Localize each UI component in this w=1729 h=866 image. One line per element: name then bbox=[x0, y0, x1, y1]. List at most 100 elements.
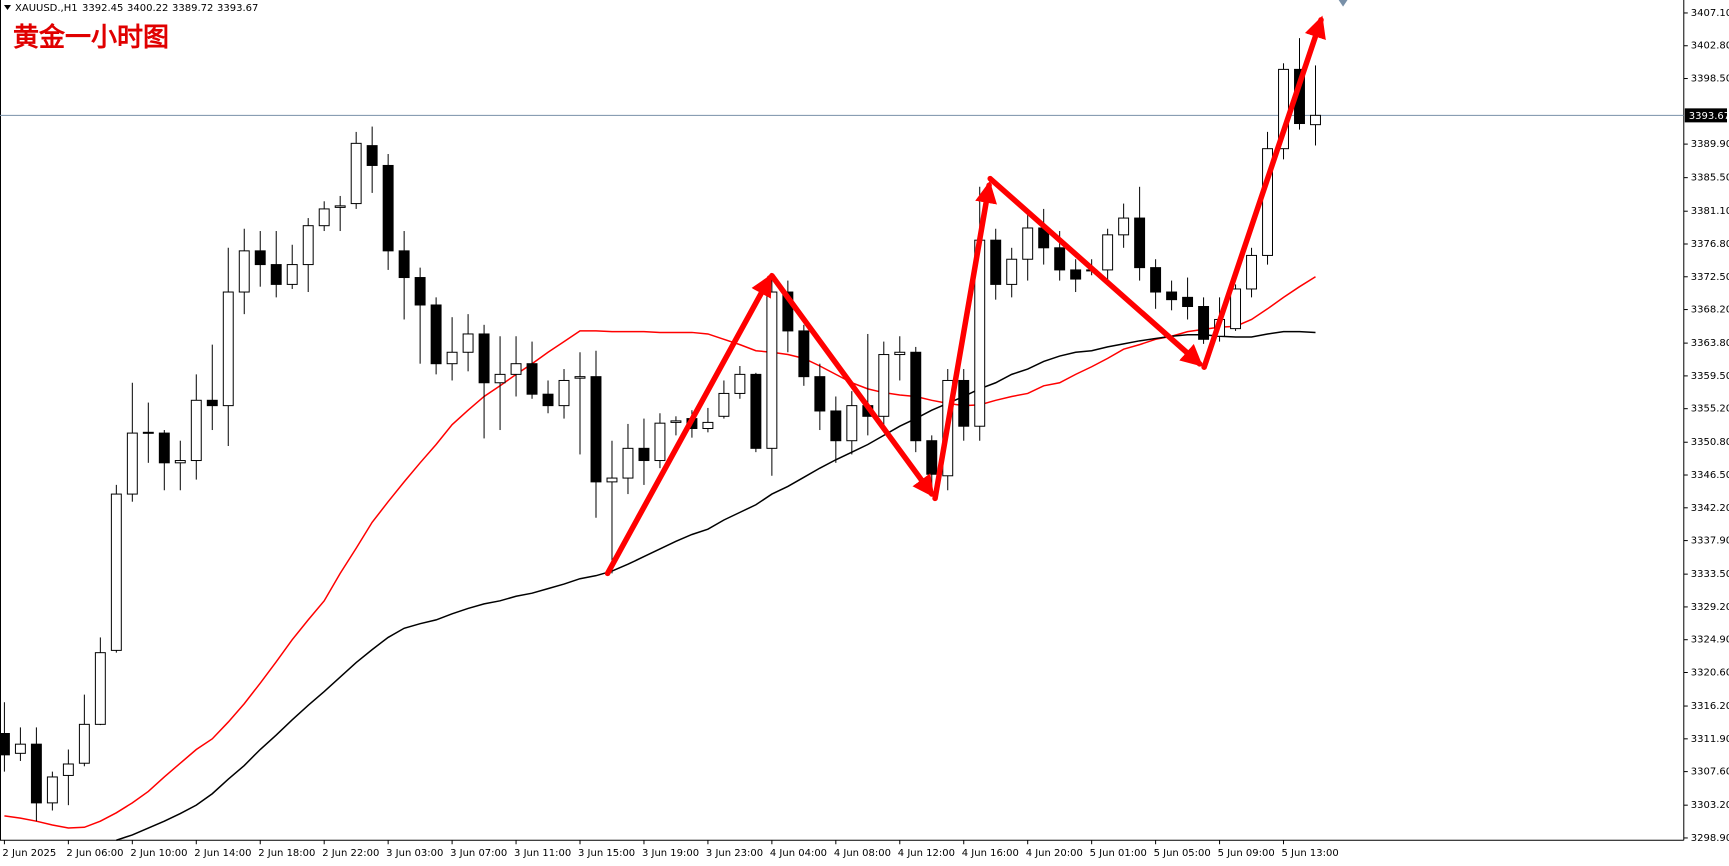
ohlc-open: 3392.45 bbox=[82, 3, 123, 14]
candle-body bbox=[318, 208, 330, 227]
candle-body bbox=[558, 379, 570, 407]
x-tick-label: 3 Jun 07:00 bbox=[450, 848, 507, 859]
candle-body bbox=[846, 405, 858, 442]
x-tick-label: 5 Jun 09:00 bbox=[1218, 848, 1275, 859]
x-tick-label: 2 Jun 22:00 bbox=[322, 848, 379, 859]
candle-body bbox=[254, 250, 266, 266]
candle-body bbox=[590, 376, 602, 483]
candle-body bbox=[94, 652, 106, 725]
ohlc-low: 3389.72 bbox=[172, 3, 213, 14]
ohlc-high: 3400.22 bbox=[127, 3, 168, 14]
candle-body bbox=[302, 225, 314, 266]
x-tick-label: 4 Jun 12:00 bbox=[898, 848, 955, 859]
candle-body bbox=[398, 250, 410, 279]
candle-body bbox=[158, 432, 170, 464]
candle-body bbox=[14, 743, 26, 754]
arrow bbox=[1201, 15, 1326, 370]
candle-body bbox=[1310, 114, 1321, 126]
candle-body bbox=[350, 142, 362, 205]
candle-body bbox=[1006, 258, 1018, 285]
candle-body bbox=[718, 392, 730, 417]
candle-body bbox=[206, 399, 218, 407]
y-tick-label: 3337.90 bbox=[1691, 536, 1729, 547]
y-tick-label: 3329.20 bbox=[1691, 602, 1729, 613]
x-tick-label: 3 Jun 11:00 bbox=[514, 848, 571, 859]
y-tick-label: 3368.20 bbox=[1691, 305, 1729, 316]
candle-body bbox=[1246, 254, 1258, 290]
x-tick-label: 5 Jun 01:00 bbox=[1090, 848, 1147, 859]
candle-body bbox=[478, 333, 490, 384]
x-tick-label: 4 Jun 20:00 bbox=[1026, 848, 1083, 859]
y-tick-label: 3342.20 bbox=[1691, 503, 1729, 514]
moving-average bbox=[4, 276, 1316, 829]
candle-body bbox=[270, 264, 282, 285]
candle-body bbox=[494, 373, 506, 384]
candle-body bbox=[446, 351, 458, 365]
y-tick-label: 3363.80 bbox=[1691, 338, 1729, 349]
candle-body bbox=[638, 447, 650, 462]
y-tick-label: 3346.50 bbox=[1691, 470, 1729, 481]
candle-body bbox=[0, 732, 10, 756]
symbol: XAUUSD.,H1 bbox=[15, 3, 78, 14]
x-tick-label: 4 Jun 08:00 bbox=[834, 848, 891, 859]
y-tick-label: 3381.10 bbox=[1691, 206, 1729, 217]
y-tick-label: 3311.90 bbox=[1691, 734, 1729, 745]
candle-body bbox=[238, 250, 250, 293]
moving-average bbox=[116, 330, 1316, 841]
candle-body bbox=[1102, 234, 1114, 271]
candle-body bbox=[222, 291, 234, 407]
x-tick-label: 5 Jun 05:00 bbox=[1154, 848, 1211, 859]
candle-body bbox=[78, 723, 90, 764]
price-label: 3393.67 bbox=[1689, 111, 1729, 122]
candle-body bbox=[766, 291, 778, 449]
candle-body bbox=[622, 447, 634, 479]
ohlc-close: 3393.67 bbox=[217, 3, 258, 14]
candle-body bbox=[30, 743, 42, 804]
y-tick-label: 3303.20 bbox=[1691, 800, 1729, 811]
candle-body bbox=[1134, 217, 1146, 269]
candle-body bbox=[894, 351, 906, 356]
candle-body bbox=[110, 493, 122, 651]
candle-body bbox=[430, 304, 442, 365]
y-tick-label: 3350.80 bbox=[1691, 437, 1729, 448]
arrow bbox=[932, 180, 997, 502]
y-tick-label: 3320.60 bbox=[1691, 667, 1729, 678]
arrow bbox=[769, 272, 935, 498]
candle-body bbox=[142, 431, 154, 434]
candle-body bbox=[1022, 227, 1034, 260]
candle-body bbox=[1150, 267, 1162, 293]
x-tick-label: 3 Jun 03:00 bbox=[386, 848, 443, 859]
candle-body bbox=[702, 421, 714, 430]
marker bbox=[1338, 0, 1348, 7]
y-tick-label: 3389.90 bbox=[1691, 139, 1729, 150]
candle-body bbox=[1166, 291, 1178, 301]
candle-body bbox=[830, 410, 842, 442]
x-tick-label: 3 Jun 15:00 bbox=[578, 848, 635, 859]
candle-body bbox=[878, 354, 890, 417]
candle-body bbox=[1070, 269, 1082, 280]
x-tick-label: 5 Jun 13:00 bbox=[1282, 848, 1339, 859]
chart-title: 黄金一小时图 bbox=[13, 22, 169, 53]
candle-body bbox=[46, 776, 58, 804]
y-tick-label: 3324.90 bbox=[1691, 635, 1729, 646]
y-tick-label: 3402.80 bbox=[1691, 41, 1729, 52]
price-label-box bbox=[1684, 108, 1727, 123]
y-tick-label: 3376.80 bbox=[1691, 239, 1729, 250]
candle-body bbox=[366, 145, 378, 166]
candle-body bbox=[62, 763, 74, 776]
candle-body bbox=[126, 432, 138, 495]
y-tick-label: 3372.50 bbox=[1691, 272, 1729, 283]
candle-body bbox=[654, 422, 666, 462]
candle-body bbox=[798, 330, 810, 378]
y-tick-label: 3307.60 bbox=[1691, 767, 1729, 778]
candle-body bbox=[750, 373, 762, 449]
candle-body bbox=[910, 351, 922, 442]
menu-triangle bbox=[4, 5, 11, 10]
candle-body bbox=[926, 440, 938, 475]
y-tick-label: 3316.20 bbox=[1691, 701, 1729, 712]
x-tick-label: 4 Jun 04:00 bbox=[770, 848, 827, 859]
x-tick-label: 2 Jun 14:00 bbox=[194, 848, 251, 859]
